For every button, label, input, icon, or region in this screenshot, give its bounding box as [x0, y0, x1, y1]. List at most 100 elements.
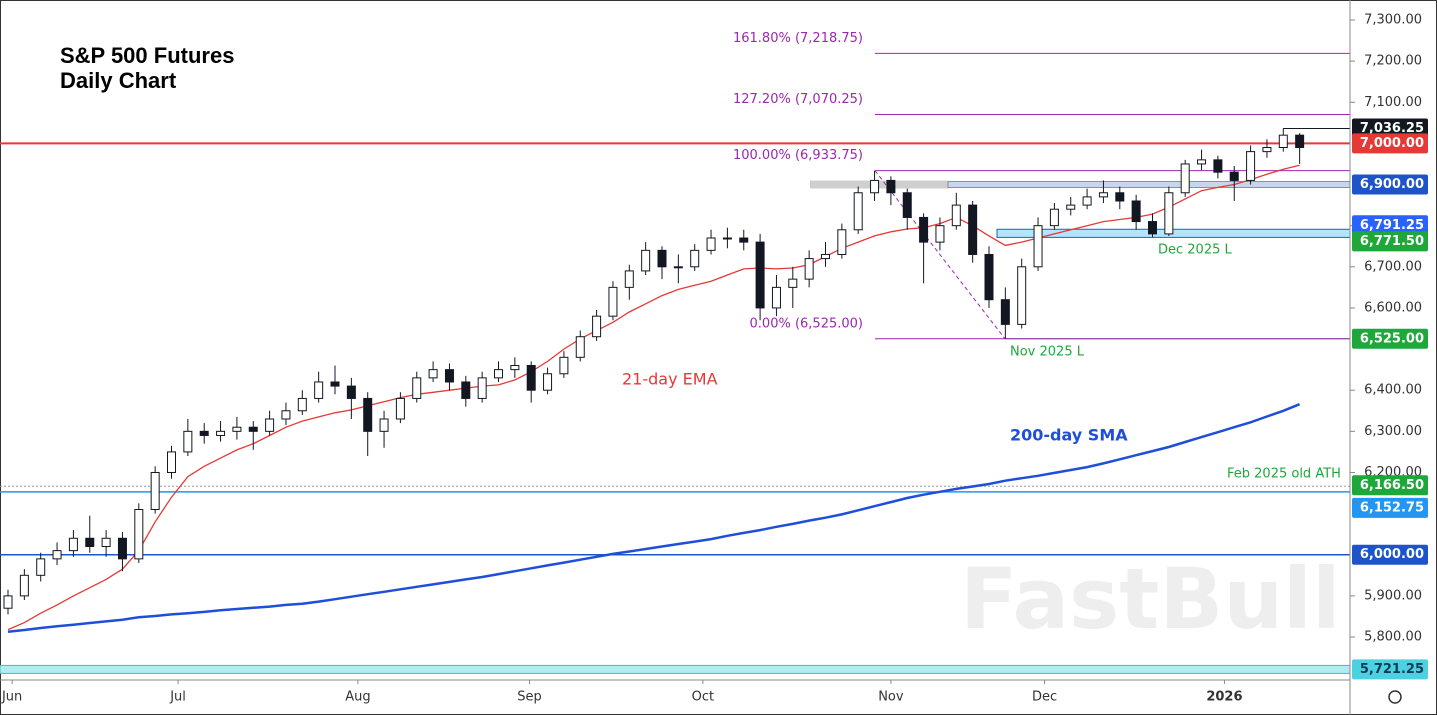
- candle-body: [3, 595, 13, 609]
- x-tick-label: Dec: [1032, 690, 1057, 705]
- price-badge-label: 6,525.00: [1360, 331, 1424, 346]
- candle-body: [510, 365, 520, 371]
- x-tick-label: Oct: [692, 690, 714, 705]
- y-tick-label: 6,600.00: [1364, 300, 1422, 315]
- plot-area: 161.80% (7,218.75) 127.20% (7,070.25) 100.…: [0, 31, 1351, 674]
- candle-body: [85, 537, 95, 548]
- candle-body: [1033, 225, 1043, 268]
- price-badge-label: 5,721.25: [1360, 662, 1424, 677]
- price-badge-label: 7,000.00: [1360, 136, 1424, 151]
- legend-label: 200-day SMA: [1010, 426, 1128, 445]
- fib-label: 0.00% (6,525.00): [750, 316, 863, 331]
- candle-body: [1295, 134, 1305, 149]
- settings-icon[interactable]: [1388, 690, 1402, 704]
- price-badge-label: 6,771.50: [1360, 234, 1424, 249]
- price-badge-label: 6,900.00: [1360, 177, 1424, 192]
- annotation: Feb 2025 old ATH: [1227, 467, 1341, 482]
- candle-body: [494, 369, 504, 379]
- candle-body: [428, 369, 438, 379]
- candle-body: [1213, 159, 1223, 173]
- y-tick-label: 5,900.00: [1364, 588, 1422, 603]
- candle-body: [1017, 266, 1027, 325]
- price-badge: [1352, 133, 1428, 154]
- y-tick-label: 6,700.00: [1364, 259, 1422, 274]
- level-zone: [947, 181, 1351, 188]
- candle-body: [526, 365, 536, 391]
- candle-body: [951, 204, 961, 227]
- candle-body: [134, 508, 144, 560]
- price-badge: [1352, 659, 1428, 680]
- ma-line: [7, 403, 1301, 633]
- candle-body: [461, 381, 471, 399]
- candle-body: [330, 381, 340, 387]
- candle-body: [592, 315, 602, 338]
- candle-body: [19, 574, 29, 597]
- annotation: Dec 2025 L: [1158, 243, 1233, 258]
- price-badge: [1352, 475, 1428, 496]
- candle-body: [1115, 192, 1125, 202]
- price-badge-label: 7,036.25: [1360, 121, 1424, 136]
- fib-label: 161.80% (7,218.75): [733, 31, 863, 46]
- candle-body: [1164, 192, 1174, 235]
- price-badge-label: 6,791.25: [1360, 218, 1424, 233]
- candle-body: [68, 537, 78, 552]
- candle-body: [624, 270, 634, 288]
- candle-body: [886, 179, 896, 194]
- candle-body: [346, 385, 356, 399]
- fib-label: 100.00% (6,933.75): [733, 148, 863, 163]
- ma-line: [7, 164, 1300, 631]
- price-badge: [1352, 231, 1428, 252]
- fib-label: 127.20% (7,070.25): [733, 92, 863, 107]
- candle-body: [477, 377, 487, 399]
- candle-body: [216, 430, 226, 436]
- y-tick-label: 7,100.00: [1364, 95, 1422, 110]
- candle-body: [1229, 171, 1239, 181]
- candle-body: [755, 241, 765, 309]
- candle-body: [739, 237, 749, 243]
- candle-body: [935, 225, 945, 243]
- x-tick-label: 2026: [1206, 690, 1242, 705]
- candle-body: [722, 237, 732, 240]
- candle-body: [36, 558, 46, 576]
- candle-body: [575, 336, 585, 358]
- candle-body: [870, 179, 880, 194]
- x-tick-label: Nov: [878, 690, 904, 705]
- candle-body: [771, 286, 781, 309]
- candle-body: [919, 216, 929, 243]
- candle-body: [706, 237, 716, 251]
- candle-body: [1082, 196, 1092, 206]
- candle-body: [1197, 159, 1207, 165]
- watermark: FastBull: [960, 550, 1341, 648]
- legend-label: 21-day EMA: [622, 370, 718, 389]
- price-badge-label: 6,152.75: [1360, 500, 1424, 515]
- candle-body: [248, 426, 258, 432]
- y-tick-label: 7,300.00: [1364, 12, 1422, 27]
- y-tick-label: 6,300.00: [1364, 424, 1422, 439]
- candle-body: [395, 397, 405, 420]
- candle-body: [150, 471, 160, 510]
- candle-body: [183, 430, 193, 453]
- candle-body: [820, 253, 830, 260]
- price-badge-label: 6,000.00: [1360, 547, 1424, 562]
- x-tick-label: Jun: [1, 690, 22, 705]
- candle-body: [101, 537, 111, 548]
- candle-body: [853, 192, 863, 231]
- candle-body: [968, 204, 978, 255]
- candle-body: [788, 278, 798, 288]
- candle-body: [543, 373, 553, 391]
- candle-body: [608, 286, 618, 317]
- candle-body: [363, 397, 373, 432]
- price-badge: [1352, 215, 1428, 236]
- annotation: Nov 2025 L: [1010, 345, 1085, 360]
- candle-body: [1262, 147, 1272, 153]
- chart-subtitle: Daily Chart: [60, 68, 177, 93]
- candle-body: [1049, 208, 1059, 227]
- candle-body: [690, 249, 700, 268]
- level-zone: [996, 228, 1351, 238]
- candle-body: [1147, 221, 1157, 235]
- candle-body: [902, 192, 912, 218]
- candle-body: [559, 356, 569, 375]
- x-tick-label: Sep: [517, 690, 542, 705]
- x-tick-label: Aug: [345, 690, 370, 705]
